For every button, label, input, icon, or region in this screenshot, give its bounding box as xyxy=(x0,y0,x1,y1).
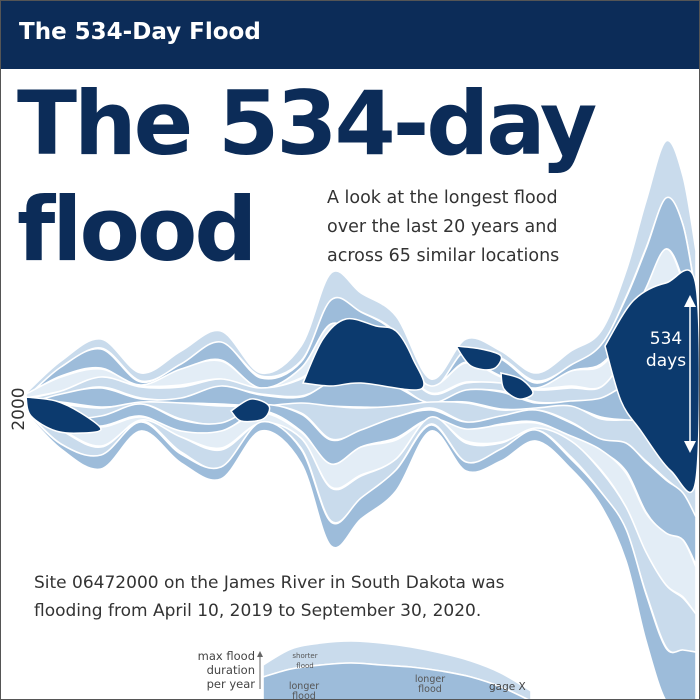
header-title: The 534-Day Flood xyxy=(19,19,261,45)
legend-longer1-line-2: flood xyxy=(292,691,316,700)
page-title: The 534-day flood xyxy=(17,71,597,283)
highlight-value: 534 xyxy=(649,329,683,349)
highlight-blob-mid xyxy=(301,317,425,391)
highlight-blob-c xyxy=(500,371,534,400)
highlight-blob-2000 xyxy=(25,396,102,434)
legend-shorter-label: shorter flood xyxy=(283,651,327,671)
legend-axis-arrowhead xyxy=(257,651,263,657)
stream-layer-7 xyxy=(25,403,697,566)
highlight-blob-small xyxy=(229,398,271,423)
subtitle-line-3: across 65 similar locations xyxy=(327,246,560,266)
legend-longer2-line-2: flood xyxy=(418,684,442,695)
legend-axis-line-1: max flood xyxy=(197,649,255,663)
legend-shorter-line-2: flood xyxy=(296,662,314,670)
legend-longer2-line-1: longer xyxy=(414,674,446,685)
highlight-unit: days xyxy=(645,351,687,371)
legend-gage-label: gage X xyxy=(489,681,526,693)
title-line-1: The 534-day xyxy=(17,72,597,175)
caption-line-1: Site 06472000 on the James River in Sout… xyxy=(34,573,505,593)
subtitle: A look at the longest flood over the las… xyxy=(327,184,559,271)
highlight-blob-534 xyxy=(604,269,699,494)
legend-shorter-line-1: shorter xyxy=(292,652,318,660)
title-line-2: flood xyxy=(17,178,257,281)
chart-caption: Site 06472000 on the James River in Sout… xyxy=(34,569,505,625)
legend-stream-lower xyxy=(262,662,529,699)
x-start-label: 2000 xyxy=(9,387,29,431)
highlight-blob-b xyxy=(454,345,503,371)
caption-line-2: flooding from April 10, 2019 to Septembe… xyxy=(34,601,482,621)
highlight-arrow-up xyxy=(684,295,696,307)
legend-longer-label-2: longer flood xyxy=(406,675,454,695)
subtitle-line-2: over the last 20 years and xyxy=(327,217,558,237)
legend-axis-label: max flood duration per year xyxy=(185,649,255,691)
highlight-label: 534 days xyxy=(636,328,696,372)
subtitle-line-1: A look at the longest flood xyxy=(327,188,558,208)
legend-longer-label-1: longer flood xyxy=(281,682,327,700)
header-bar: The 534-Day Flood xyxy=(1,1,699,69)
legend-axis-line-3: per year xyxy=(206,677,255,691)
legend-longer1-line-1: longer xyxy=(288,681,320,692)
stream-layer-10 xyxy=(25,409,697,699)
legend-axis-line-2: duration xyxy=(206,663,255,677)
highlight-arrow-down xyxy=(684,441,696,453)
